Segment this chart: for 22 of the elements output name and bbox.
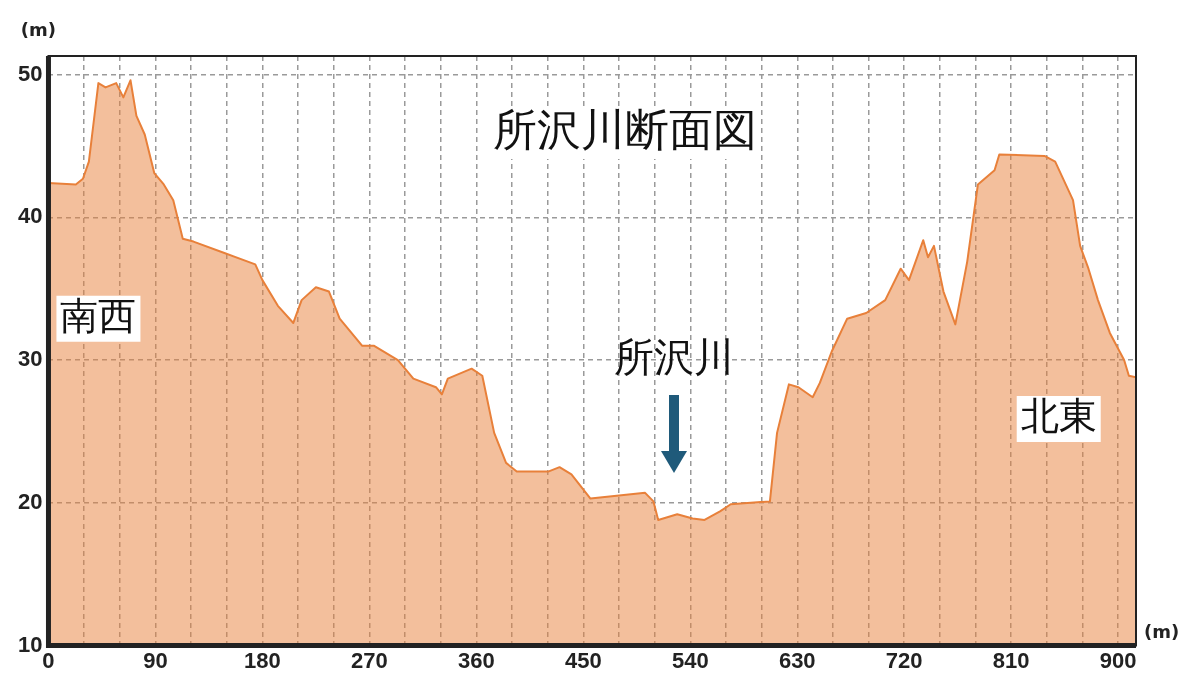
x-tick-label: 900 bbox=[1099, 647, 1137, 673]
x-tick-label: 540 bbox=[671, 647, 709, 673]
y-tick-label: 40 bbox=[17, 203, 43, 229]
y-tick-label: 50 bbox=[17, 60, 43, 86]
x-tick-label: 360 bbox=[457, 647, 495, 673]
x-tick-label: 630 bbox=[778, 647, 816, 673]
x-tick-label: 450 bbox=[564, 647, 602, 673]
annotation: 南西 bbox=[60, 293, 137, 338]
x-tick-label: 270 bbox=[351, 647, 388, 673]
annotation: 所沢川 bbox=[613, 334, 734, 381]
y-tick-label: 10 bbox=[17, 631, 43, 657]
y-axis-title: (m) bbox=[20, 19, 57, 40]
x-tick-label: 0 bbox=[42, 647, 55, 673]
x-tick-label: 90 bbox=[143, 647, 168, 673]
annotation: 北東 bbox=[1020, 393, 1097, 438]
text: 所沢川断面図 bbox=[492, 103, 757, 155]
y-tick-label: 30 bbox=[17, 346, 43, 372]
x-tick-label: 180 bbox=[244, 647, 281, 673]
x-tick-label: 720 bbox=[885, 647, 923, 673]
x-axis-title: (m) bbox=[1144, 620, 1180, 642]
x-tick-label: 810 bbox=[992, 647, 1030, 673]
y-tick-label: 20 bbox=[17, 488, 43, 514]
